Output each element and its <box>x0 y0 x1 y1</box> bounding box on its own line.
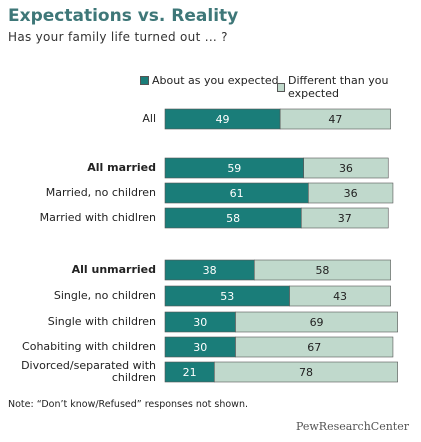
value-label: 58 <box>315 264 329 277</box>
legend-item: About as you expected <box>140 74 279 87</box>
value-label: 47 <box>328 113 342 126</box>
value-label: 43 <box>333 290 347 303</box>
legend-swatch <box>277 82 286 92</box>
legend-label: About as you expected <box>152 74 279 87</box>
value-label: 59 <box>227 162 241 175</box>
source-logo: PewResearchCenter <box>295 420 409 433</box>
legend-swatch <box>140 76 149 85</box>
bar-segment <box>279 108 391 130</box>
bar-segment <box>235 336 394 358</box>
value-label: 58 <box>226 212 240 225</box>
value-label: 38 <box>203 264 217 277</box>
bar-segment <box>254 259 391 281</box>
value-label: 61 <box>230 187 244 200</box>
note: Note: “Don’t know/Refused” responses not… <box>8 399 248 410</box>
bar-segment <box>300 207 389 229</box>
bar-segment <box>308 182 394 204</box>
bar-segment <box>235 311 398 333</box>
value-label: 67 <box>307 341 321 354</box>
value-label: 30 <box>193 341 207 354</box>
category-label: Married with chidlren <box>39 211 156 224</box>
value-label: 36 <box>339 162 353 175</box>
value-label: 78 <box>299 366 313 379</box>
bar-segment <box>214 361 398 383</box>
value-label: 36 <box>344 187 358 200</box>
value-label: 37 <box>338 212 352 225</box>
value-label: 21 <box>183 366 197 379</box>
legend-label: Different than you expected <box>288 74 389 100</box>
category-label: All married <box>87 161 156 174</box>
value-label: 49 <box>216 113 230 126</box>
category-label: Single, no children <box>53 289 156 302</box>
category-label: Married, no children <box>45 186 156 199</box>
chart-title: Expectations vs. Reality <box>8 6 239 26</box>
category-label: All <box>142 112 156 125</box>
legend-item: Different than you expected <box>277 74 421 100</box>
value-label: 53 <box>220 290 234 303</box>
category-label: Single with children <box>47 315 156 328</box>
value-label: 69 <box>310 316 324 329</box>
category-label: Cohabiting with children <box>22 340 156 353</box>
category-label: All unmarried <box>71 263 156 276</box>
bar-segment <box>303 157 389 179</box>
category-label: Divorced/separated with children <box>21 359 156 384</box>
chart-subtitle: Has your family life turned out ... ? <box>8 30 228 44</box>
bar-segment <box>289 285 391 307</box>
value-label: 30 <box>193 316 207 329</box>
